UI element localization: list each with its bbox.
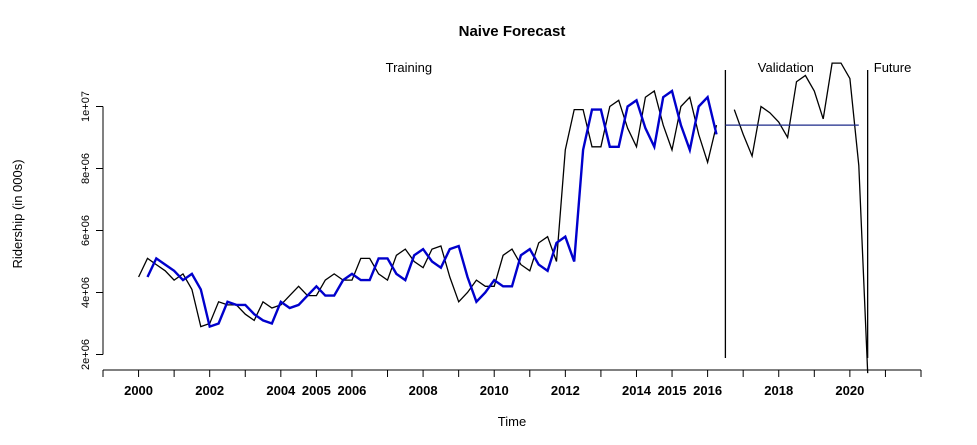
y-tick-label: 6e+06 <box>80 215 92 246</box>
x-tick-label: 2012 <box>551 383 580 398</box>
x-tick-label: 2020 <box>835 383 864 398</box>
x-axis-label: Time <box>498 414 526 429</box>
region-label: Training <box>386 60 432 75</box>
x-tick-label: 2002 <box>195 383 224 398</box>
region-label: Validation <box>758 60 814 75</box>
axes: 2e+06 4e+06 6e+06 8e+06 1e+07 2000 2002 2004 200… <box>80 91 922 398</box>
y-tick-label: 2e+06 <box>80 339 92 370</box>
x-tick-label: 2000 <box>124 383 153 398</box>
partition-lines <box>724 70 869 358</box>
y-tick-label: 4e+06 <box>80 277 92 308</box>
y-axis-label: Ridership (in 000s) <box>10 159 25 268</box>
series-line <box>146 89 718 329</box>
y-tick-label: 1e+07 <box>80 91 92 122</box>
x-tick-label: 2015 <box>658 383 687 398</box>
x-tick-label: 2008 <box>409 383 438 398</box>
x-tick-label: 2018 <box>764 383 793 398</box>
series-line <box>138 89 718 328</box>
region-labels: Training Validation Future <box>386 60 912 75</box>
chart-title: Naive Forecast <box>459 23 566 40</box>
region-label: Future <box>874 60 912 75</box>
series-lines <box>138 62 869 374</box>
x-tick-label: 2004 <box>266 383 296 398</box>
series-line <box>733 62 869 374</box>
x-tick-label: 2016 <box>693 383 722 398</box>
x-tick-label: 2005 <box>302 383 331 398</box>
x-tick-label: 2014 <box>622 383 652 398</box>
x-tick-label: 2006 <box>337 383 366 398</box>
y-tick-label: 8e+06 <box>80 153 92 184</box>
x-tick-label: 2010 <box>480 383 509 398</box>
